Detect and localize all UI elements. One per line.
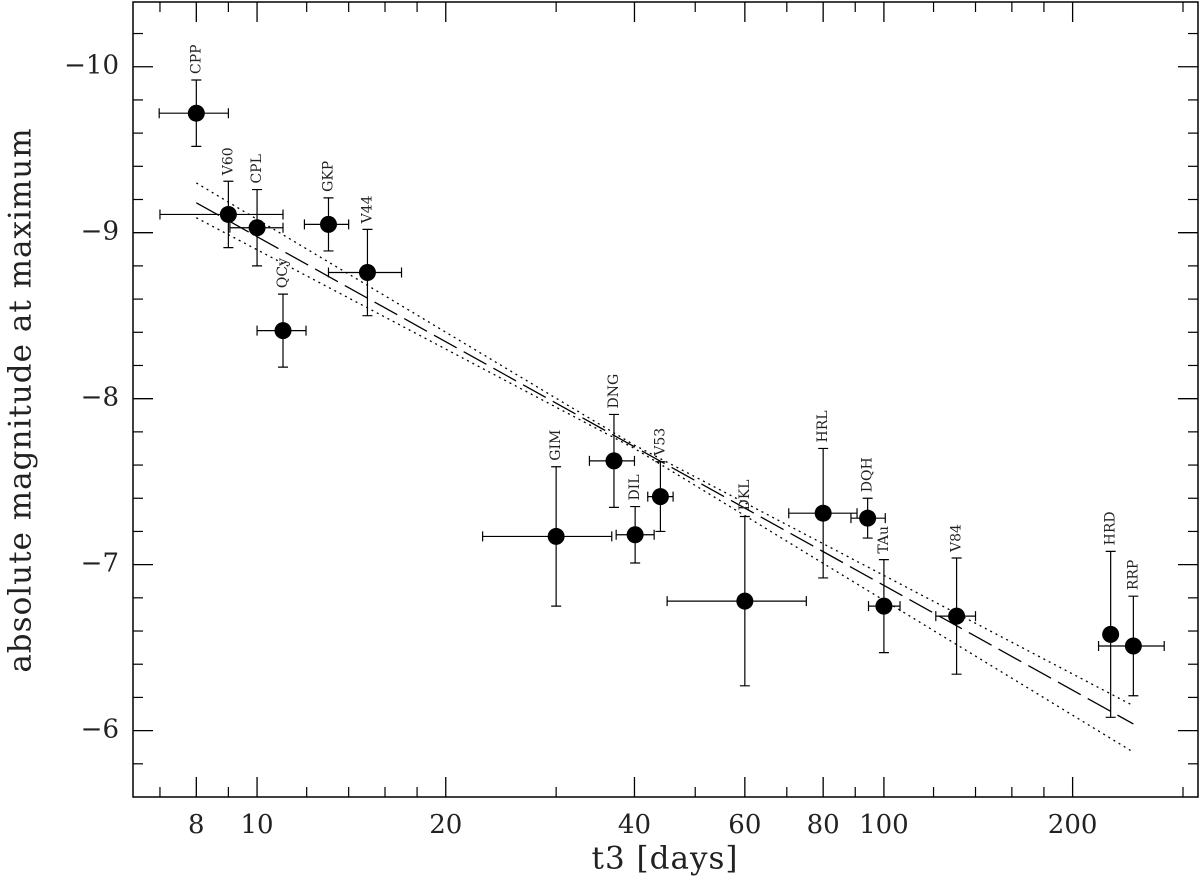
data-point — [187, 104, 205, 122]
data-point — [1124, 637, 1142, 655]
x-tick-label: 20 — [429, 810, 462, 840]
x-error-bar — [482, 531, 613, 542]
data-point — [626, 526, 644, 544]
y-tick-label: −8 — [81, 383, 119, 413]
point-label: HRL — [815, 410, 831, 442]
data-point — [319, 215, 337, 233]
point-label: V53 — [652, 428, 668, 457]
y-tick-label: −7 — [81, 549, 119, 579]
plot-frame — [132, 1, 1199, 798]
data-point — [358, 264, 376, 282]
point-label: GIM — [548, 430, 564, 461]
data-point — [219, 205, 237, 223]
fit-line — [196, 217, 1134, 753]
data-point — [248, 219, 266, 237]
data-point — [814, 504, 832, 522]
data-point — [547, 527, 565, 545]
point-label: CPP — [188, 44, 204, 74]
x-tick-label: 60 — [728, 810, 761, 840]
x-tick-label: 8 — [188, 810, 205, 840]
data-point — [1102, 625, 1120, 643]
fit-line — [195, 182, 1134, 707]
data-point — [274, 322, 292, 340]
x-tick-label: 200 — [1048, 810, 1098, 840]
y-axis-title: absolute magnitude at maximum — [3, 127, 39, 672]
data-point — [651, 488, 669, 506]
y-tick-label: −9 — [81, 217, 119, 247]
y-tick-label: −10 — [64, 51, 119, 81]
point-label: DIL — [627, 474, 643, 500]
point-label: V60 — [220, 147, 236, 176]
x-tick-label: 100 — [859, 810, 909, 840]
point-label: V84 — [949, 524, 965, 553]
point-label: DQH — [860, 457, 876, 492]
x-tick-label: 40 — [618, 810, 651, 840]
fit-line — [195, 202, 1134, 725]
y-tick-label: −6 — [81, 715, 119, 745]
data-point — [859, 509, 877, 527]
data-point — [736, 592, 754, 610]
point-label: GKP — [320, 161, 336, 192]
point-label: CPL — [249, 154, 265, 183]
point-label: DKL — [737, 480, 753, 511]
x-axis-title: t3 [days] — [592, 841, 739, 877]
point-label: QCy — [275, 258, 291, 288]
data-point — [605, 452, 623, 470]
point-label: DNG — [606, 374, 622, 409]
x-tick-label: 10 — [241, 810, 274, 840]
point-label: HRD — [1103, 511, 1119, 545]
point-label: TAu — [876, 526, 892, 554]
x-tick-label: 80 — [807, 810, 840, 840]
data-point — [948, 607, 966, 625]
point-label: RRP — [1125, 560, 1141, 591]
point-label: V44 — [359, 195, 375, 224]
data-point — [875, 597, 893, 615]
